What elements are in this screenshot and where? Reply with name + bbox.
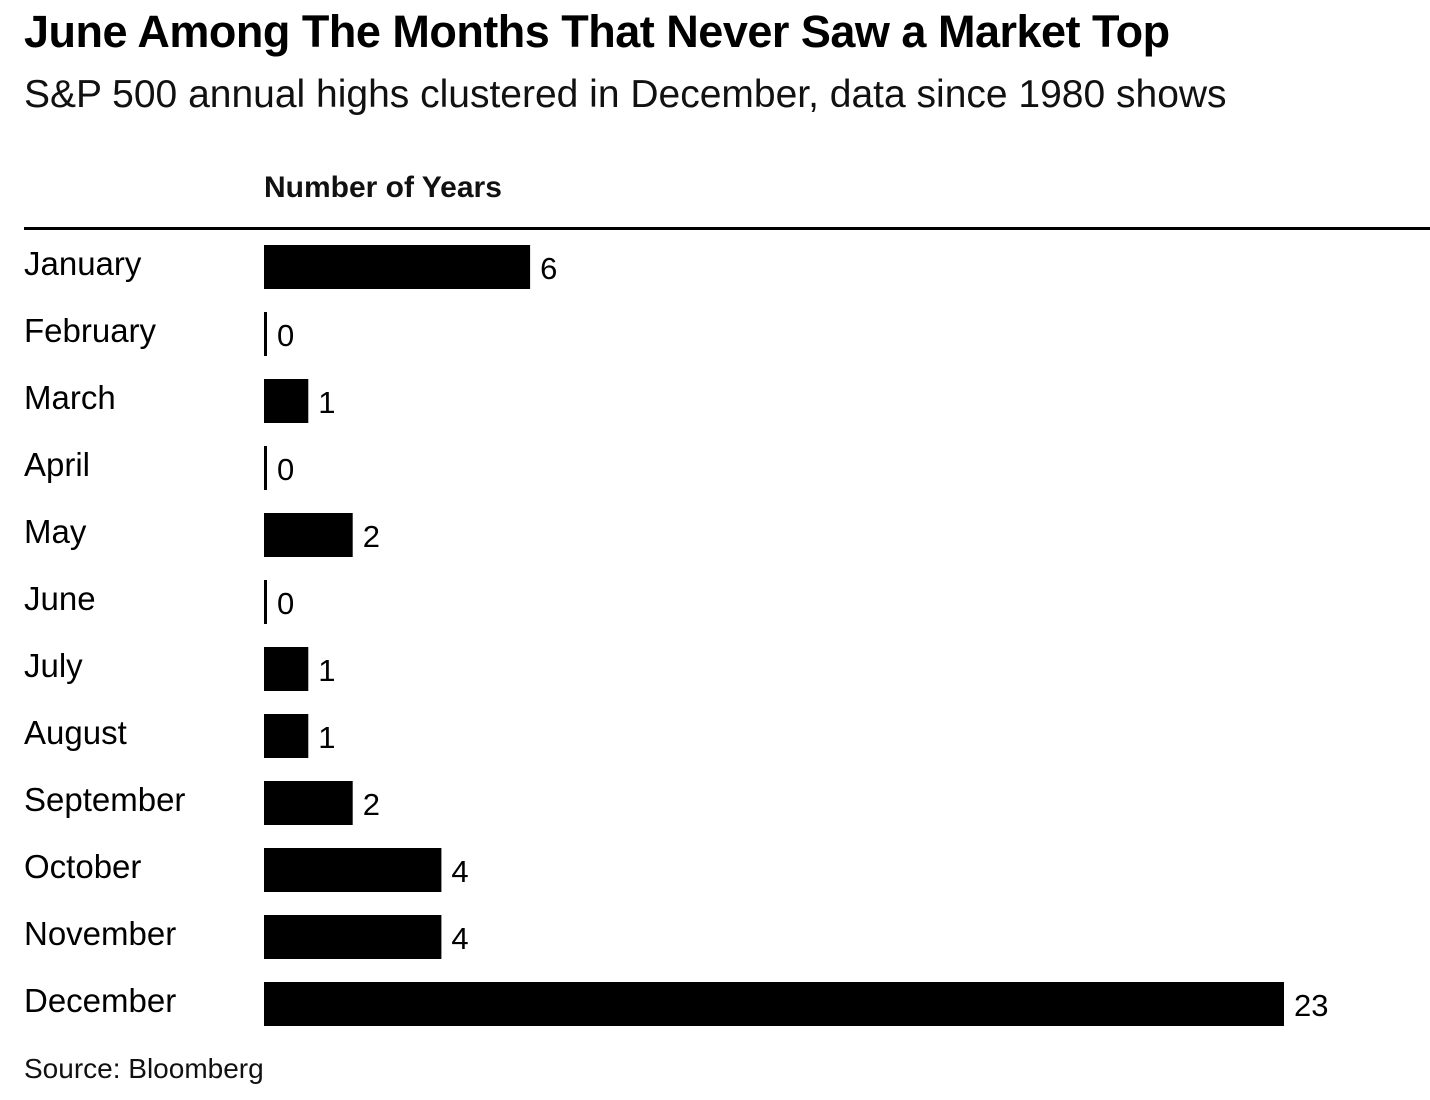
bar-november <box>264 915 442 959</box>
bar-may <box>264 513 353 557</box>
value-label-november: 4 <box>451 921 468 956</box>
category-label-june: June <box>24 580 96 617</box>
chart-subtitle: S&P 500 annual highs clustered in Decemb… <box>24 73 1227 116</box>
category-label-may: May <box>24 513 87 550</box>
category-label-august: August <box>24 714 127 751</box>
value-axis-label: Number of Years <box>264 171 502 204</box>
source-note: Source: Bloomberg <box>24 1053 264 1084</box>
bar-february <box>264 312 267 356</box>
bar-chart: January 6 February 0 March 1 April 0 May 2 June 0 Ju… <box>24 245 1328 1026</box>
category-label-january: January <box>24 245 142 282</box>
value-label-september: 2 <box>363 787 380 822</box>
bar-december <box>264 982 1284 1026</box>
value-label-july: 1 <box>318 653 335 688</box>
category-label-december: December <box>24 982 176 1019</box>
bar-june <box>264 580 267 624</box>
bar-march <box>264 379 309 423</box>
value-label-october: 4 <box>451 854 468 889</box>
value-label-may: 2 <box>363 519 380 554</box>
category-label-september: September <box>24 781 185 818</box>
category-label-november: November <box>24 915 176 952</box>
bar-april <box>264 446 267 490</box>
value-label-march: 1 <box>318 385 335 420</box>
bar-october <box>264 848 442 892</box>
category-label-october: October <box>24 848 141 885</box>
category-label-february: February <box>24 312 157 349</box>
value-label-december: 23 <box>1294 988 1328 1023</box>
bar-january <box>264 245 531 289</box>
bar-july <box>264 647 309 691</box>
bar-august <box>264 714 309 758</box>
category-label-july: July <box>24 647 83 684</box>
header-rule <box>24 227 1430 230</box>
category-label-april: April <box>24 446 90 483</box>
value-label-february: 0 <box>277 318 294 353</box>
value-label-january: 6 <box>540 251 557 286</box>
category-label-march: March <box>24 379 116 416</box>
value-label-april: 0 <box>277 452 294 487</box>
value-label-june: 0 <box>277 586 294 621</box>
chart-title: June Among The Months That Never Saw a M… <box>24 6 1170 57</box>
bar-september <box>264 781 353 825</box>
value-label-august: 1 <box>318 720 335 755</box>
